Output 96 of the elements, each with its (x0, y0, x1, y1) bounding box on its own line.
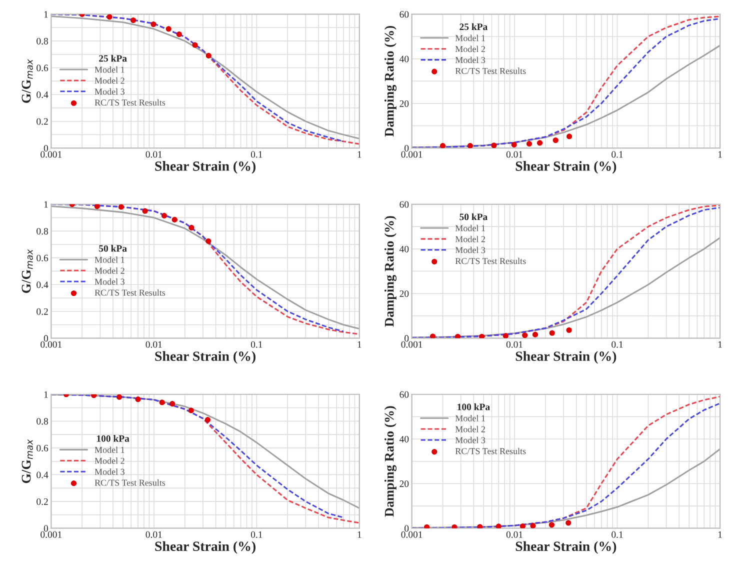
y-axis-title: G/G$_{max}$ (22, 439, 33, 484)
legend-label: Model 2 (94, 458, 124, 464)
y-tick-label: 0.4 (36, 91, 48, 98)
legend-label: Model 1 (94, 446, 124, 453)
legend-label: RC/TS Test Results (94, 99, 166, 106)
legend-label: Model 1 (455, 224, 485, 232)
x-axis-title: Shear Strain (%) (155, 161, 256, 174)
x-tick-label: 0.1 (612, 151, 623, 158)
y-tick-label: 60 (400, 11, 409, 18)
legend-title: 100 kPa (96, 435, 130, 442)
legend-title: 25 kPa (99, 54, 127, 62)
x-tick-label: 0.001 (401, 341, 422, 348)
x-tick-label: 0.1 (250, 531, 262, 538)
y-tick-label: 0.6 (36, 254, 48, 262)
legend-title: 50 kPa (99, 244, 127, 252)
x-tick-label: 1 (718, 341, 722, 348)
y-axis-title: Damping Ratio (%) (384, 26, 397, 137)
y-tick-label: 0.6 (36, 64, 48, 72)
x-tick-label: 0.1 (612, 531, 623, 538)
legend-label: Model 2 (455, 426, 485, 432)
y-tick-label: 60 (400, 391, 409, 398)
x-tick-label: 1 (358, 151, 362, 158)
x-tick-label: 0.1 (612, 341, 623, 348)
legend-label: Model 1 (94, 66, 124, 73)
x-tick-label: 0.01 (146, 341, 162, 348)
x-tick-label: 0.01 (146, 151, 162, 158)
x-tick-label: 1 (358, 341, 362, 348)
y-tick-label: 40 (399, 246, 409, 252)
y-tick-label: 0.2 (36, 118, 48, 125)
y-axis-title: Damping Ratio (%) (384, 216, 397, 327)
y-tick-label: 20 (400, 290, 409, 297)
y-tick-label: 20 (400, 100, 409, 107)
x-tick-label: 0.1 (250, 341, 262, 348)
x-tick-label: 0.001 (40, 341, 62, 348)
y-tick-label: 40 (399, 436, 409, 442)
legend-label: Model 3 (94, 88, 124, 95)
x-axis-title: Shear Strain (%) (516, 161, 616, 174)
y-tick-label: 0 (44, 144, 48, 152)
x-axis-title: Shear Strain (%) (516, 351, 616, 364)
y-tick-label: 0.2 (36, 498, 48, 505)
x-tick-label: 0.01 (146, 531, 162, 538)
legend-label: RC/TS Test Results (455, 68, 526, 74)
x-tick-label: 0.01 (506, 151, 522, 158)
x-tick-label: 0.001 (40, 531, 62, 538)
y-tick-label: 0.4 (36, 282, 48, 288)
y-tick-label: 0 (44, 335, 48, 342)
y-tick-label: 0 (404, 335, 409, 342)
x-axis-title: Shear Strain (%) (155, 351, 256, 364)
legend-label: Model 1 (94, 256, 124, 263)
x-tick-label: 0.001 (401, 531, 422, 538)
y-tick-label: 0 (404, 525, 409, 532)
legend-label: Model 2 (94, 267, 124, 274)
y-tick-label: 0.8 (36, 228, 48, 235)
y-tick-label: 1 (44, 201, 48, 208)
legend-label: RC/TS Test Results (94, 289, 166, 296)
y-axis-title: G/G$_{max}$ (22, 59, 33, 103)
y-tick-label: 60 (400, 201, 409, 208)
legend-label: Model 3 (455, 56, 486, 64)
y-axis-title: G/G$_{max}$ (22, 249, 33, 294)
x-tick-label: 1 (718, 531, 722, 538)
y-tick-label: 0.2 (36, 308, 48, 315)
legend-label: Model 3 (455, 436, 486, 444)
legend-label: RC/TS Test Results (455, 448, 526, 454)
x-tick-label: 1 (358, 531, 362, 538)
y-tick-label: 1 (44, 11, 48, 18)
legend-label: Model 2 (94, 77, 124, 84)
y-tick-label: 40 (399, 56, 409, 62)
legend-label: Model 2 (455, 236, 485, 242)
legend-label: Model 1 (455, 34, 485, 42)
legend-label: Model 2 (455, 46, 485, 52)
y-tick-label: 0.8 (36, 38, 48, 44)
y-tick-label: 0.8 (36, 418, 48, 425)
x-axis-title: Shear Strain (%) (155, 541, 256, 554)
y-tick-label: 1 (44, 391, 48, 398)
y-tick-label: 0 (404, 144, 409, 152)
x-tick-label: 0.001 (40, 151, 62, 158)
x-tick-label: 0.01 (506, 341, 522, 348)
y-tick-label: 0.6 (36, 444, 48, 452)
y-tick-label: 20 (400, 480, 409, 488)
y-tick-label: 0 (44, 525, 48, 532)
x-tick-label: 0.01 (506, 531, 522, 538)
legend-label: Model 3 (94, 278, 124, 285)
legend-label: RC/TS Test Results (455, 258, 526, 264)
legend-title: 25 kPa (460, 23, 488, 30)
x-axis-title: Shear Strain (%) (516, 541, 616, 554)
legend-label: Model 3 (94, 468, 124, 475)
legend-label: Model 3 (455, 246, 486, 254)
legend-label: Model 1 (455, 414, 485, 422)
x-tick-label: 1 (718, 151, 722, 158)
legend-title: 50 kPa (460, 213, 488, 220)
y-tick-label: 0.4 (36, 472, 48, 478)
x-tick-label: 0.1 (250, 151, 262, 158)
legend-title: 100 kPa (458, 403, 490, 410)
y-axis-title: Damping Ratio (%) (384, 406, 397, 517)
legend-label: RC/TS Test Results (94, 479, 166, 486)
x-tick-label: 0.001 (401, 151, 422, 158)
